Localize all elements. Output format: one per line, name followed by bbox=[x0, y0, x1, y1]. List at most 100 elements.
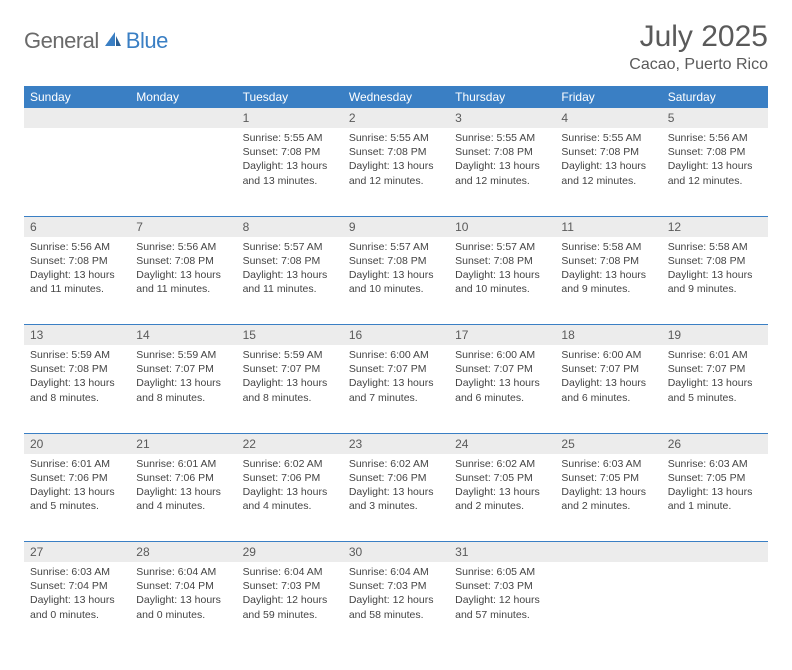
day-cell: Sunrise: 5:55 AMSunset: 7:08 PMDaylight:… bbox=[449, 128, 555, 216]
day-cell: Sunrise: 5:57 AMSunset: 7:08 PMDaylight:… bbox=[449, 237, 555, 325]
day-number-cell: 23 bbox=[343, 433, 449, 454]
day-details: Sunrise: 5:55 AMSunset: 7:08 PMDaylight:… bbox=[449, 128, 555, 194]
day-cell bbox=[662, 562, 768, 650]
day-number-cell: 31 bbox=[449, 542, 555, 563]
day-number-cell: 22 bbox=[237, 433, 343, 454]
day-number-cell: 19 bbox=[662, 325, 768, 346]
day-number-cell: 15 bbox=[237, 325, 343, 346]
day-header: Thursday bbox=[449, 86, 555, 108]
day-number-cell: 1 bbox=[237, 108, 343, 128]
location: Cacao, Puerto Rico bbox=[629, 56, 768, 74]
day-header: Saturday bbox=[662, 86, 768, 108]
day-number-cell: 3 bbox=[449, 108, 555, 128]
day-cell: Sunrise: 6:02 AMSunset: 7:06 PMDaylight:… bbox=[237, 454, 343, 542]
day-details: Sunrise: 5:59 AMSunset: 7:07 PMDaylight:… bbox=[237, 345, 343, 411]
day-details: Sunrise: 5:56 AMSunset: 7:08 PMDaylight:… bbox=[130, 237, 236, 303]
day-content-row: Sunrise: 6:01 AMSunset: 7:06 PMDaylight:… bbox=[24, 454, 768, 542]
day-number-cell: 20 bbox=[24, 433, 130, 454]
day-number-cell: 24 bbox=[449, 433, 555, 454]
day-details: Sunrise: 6:05 AMSunset: 7:03 PMDaylight:… bbox=[449, 562, 555, 628]
day-details: Sunrise: 6:04 AMSunset: 7:04 PMDaylight:… bbox=[130, 562, 236, 628]
day-number-row: 13141516171819 bbox=[24, 325, 768, 346]
day-cell: Sunrise: 6:00 AMSunset: 7:07 PMDaylight:… bbox=[449, 345, 555, 433]
day-details: Sunrise: 5:55 AMSunset: 7:08 PMDaylight:… bbox=[237, 128, 343, 194]
day-number-cell: 25 bbox=[555, 433, 661, 454]
day-cell: Sunrise: 6:01 AMSunset: 7:06 PMDaylight:… bbox=[24, 454, 130, 542]
day-details: Sunrise: 5:59 AMSunset: 7:08 PMDaylight:… bbox=[24, 345, 130, 411]
day-cell: Sunrise: 5:57 AMSunset: 7:08 PMDaylight:… bbox=[237, 237, 343, 325]
day-number-cell: 10 bbox=[449, 216, 555, 237]
day-details: Sunrise: 6:02 AMSunset: 7:06 PMDaylight:… bbox=[343, 454, 449, 520]
day-cell: Sunrise: 5:55 AMSunset: 7:08 PMDaylight:… bbox=[343, 128, 449, 216]
day-number-cell bbox=[555, 542, 661, 563]
day-details: Sunrise: 6:02 AMSunset: 7:05 PMDaylight:… bbox=[449, 454, 555, 520]
day-number-cell: 7 bbox=[130, 216, 236, 237]
day-number-row: 12345 bbox=[24, 108, 768, 128]
day-header: Monday bbox=[130, 86, 236, 108]
day-details: Sunrise: 5:57 AMSunset: 7:08 PMDaylight:… bbox=[343, 237, 449, 303]
day-number-cell: 17 bbox=[449, 325, 555, 346]
day-cell bbox=[555, 562, 661, 650]
day-cell: Sunrise: 6:04 AMSunset: 7:04 PMDaylight:… bbox=[130, 562, 236, 650]
month-title: July 2025 bbox=[629, 20, 768, 54]
header: General Blue July 2025 Cacao, Puerto Ric… bbox=[24, 20, 768, 74]
day-details: Sunrise: 5:58 AMSunset: 7:08 PMDaylight:… bbox=[555, 237, 661, 303]
day-details: Sunrise: 6:04 AMSunset: 7:03 PMDaylight:… bbox=[343, 562, 449, 628]
day-cell: Sunrise: 5:59 AMSunset: 7:08 PMDaylight:… bbox=[24, 345, 130, 433]
day-cell: Sunrise: 5:56 AMSunset: 7:08 PMDaylight:… bbox=[662, 128, 768, 216]
day-cell: Sunrise: 6:05 AMSunset: 7:03 PMDaylight:… bbox=[449, 562, 555, 650]
day-cell: Sunrise: 5:59 AMSunset: 7:07 PMDaylight:… bbox=[237, 345, 343, 433]
day-number-cell bbox=[662, 542, 768, 563]
day-content-row: Sunrise: 5:56 AMSunset: 7:08 PMDaylight:… bbox=[24, 237, 768, 325]
day-number-cell: 28 bbox=[130, 542, 236, 563]
day-number-cell bbox=[130, 108, 236, 128]
day-number-row: 20212223242526 bbox=[24, 433, 768, 454]
calendar-table: SundayMondayTuesdayWednesdayThursdayFrid… bbox=[24, 86, 768, 650]
logo-text-blue: Blue bbox=[126, 28, 168, 54]
day-cell: Sunrise: 6:01 AMSunset: 7:07 PMDaylight:… bbox=[662, 345, 768, 433]
day-details: Sunrise: 6:01 AMSunset: 7:06 PMDaylight:… bbox=[24, 454, 130, 520]
day-cell: Sunrise: 6:03 AMSunset: 7:04 PMDaylight:… bbox=[24, 562, 130, 650]
day-cell: Sunrise: 5:58 AMSunset: 7:08 PMDaylight:… bbox=[662, 237, 768, 325]
day-number-cell: 2 bbox=[343, 108, 449, 128]
title-block: July 2025 Cacao, Puerto Rico bbox=[629, 20, 768, 74]
day-content-row: Sunrise: 5:59 AMSunset: 7:08 PMDaylight:… bbox=[24, 345, 768, 433]
day-cell: Sunrise: 5:58 AMSunset: 7:08 PMDaylight:… bbox=[555, 237, 661, 325]
day-cell bbox=[130, 128, 236, 216]
day-details: Sunrise: 5:56 AMSunset: 7:08 PMDaylight:… bbox=[662, 128, 768, 194]
day-number-row: 2728293031 bbox=[24, 542, 768, 563]
day-header: Friday bbox=[555, 86, 661, 108]
day-number-cell: 5 bbox=[662, 108, 768, 128]
day-details: Sunrise: 6:01 AMSunset: 7:06 PMDaylight:… bbox=[130, 454, 236, 520]
day-details: Sunrise: 6:00 AMSunset: 7:07 PMDaylight:… bbox=[343, 345, 449, 411]
calendar-header-row: SundayMondayTuesdayWednesdayThursdayFrid… bbox=[24, 86, 768, 108]
day-cell: Sunrise: 6:01 AMSunset: 7:06 PMDaylight:… bbox=[130, 454, 236, 542]
day-number-row: 6789101112 bbox=[24, 216, 768, 237]
day-details: Sunrise: 6:03 AMSunset: 7:05 PMDaylight:… bbox=[662, 454, 768, 520]
day-number-cell: 8 bbox=[237, 216, 343, 237]
day-number-cell: 6 bbox=[24, 216, 130, 237]
day-number-cell: 12 bbox=[662, 216, 768, 237]
day-cell: Sunrise: 5:56 AMSunset: 7:08 PMDaylight:… bbox=[130, 237, 236, 325]
day-details: Sunrise: 5:57 AMSunset: 7:08 PMDaylight:… bbox=[449, 237, 555, 303]
day-number-cell: 14 bbox=[130, 325, 236, 346]
day-details: Sunrise: 6:00 AMSunset: 7:07 PMDaylight:… bbox=[555, 345, 661, 411]
day-details: Sunrise: 6:04 AMSunset: 7:03 PMDaylight:… bbox=[237, 562, 343, 628]
day-cell: Sunrise: 6:04 AMSunset: 7:03 PMDaylight:… bbox=[237, 562, 343, 650]
logo: General Blue bbox=[24, 20, 168, 54]
day-cell: Sunrise: 6:04 AMSunset: 7:03 PMDaylight:… bbox=[343, 562, 449, 650]
day-details: Sunrise: 6:01 AMSunset: 7:07 PMDaylight:… bbox=[662, 345, 768, 411]
day-header: Tuesday bbox=[237, 86, 343, 108]
day-header: Wednesday bbox=[343, 86, 449, 108]
day-number-cell: 26 bbox=[662, 433, 768, 454]
calendar-page: General Blue July 2025 Cacao, Puerto Ric… bbox=[0, 0, 792, 670]
day-cell: Sunrise: 6:02 AMSunset: 7:06 PMDaylight:… bbox=[343, 454, 449, 542]
day-cell: Sunrise: 5:57 AMSunset: 7:08 PMDaylight:… bbox=[343, 237, 449, 325]
day-details: Sunrise: 6:02 AMSunset: 7:06 PMDaylight:… bbox=[237, 454, 343, 520]
day-cell bbox=[24, 128, 130, 216]
day-details: Sunrise: 6:03 AMSunset: 7:05 PMDaylight:… bbox=[555, 454, 661, 520]
day-cell: Sunrise: 6:03 AMSunset: 7:05 PMDaylight:… bbox=[555, 454, 661, 542]
day-number-cell bbox=[24, 108, 130, 128]
day-cell: Sunrise: 5:56 AMSunset: 7:08 PMDaylight:… bbox=[24, 237, 130, 325]
day-cell: Sunrise: 6:00 AMSunset: 7:07 PMDaylight:… bbox=[555, 345, 661, 433]
